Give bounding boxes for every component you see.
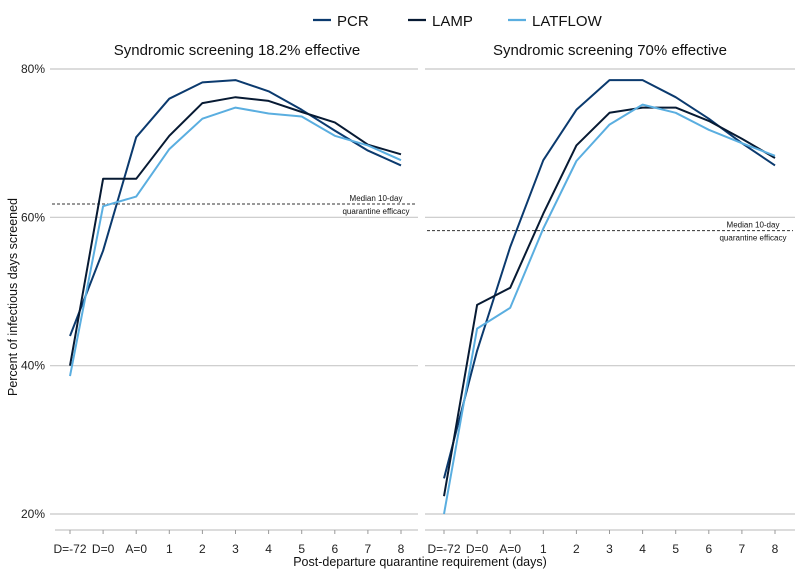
- median-label-line2: quarantine efficacy: [719, 234, 786, 243]
- x-tick-label: D=-72: [427, 542, 460, 556]
- panel-2: D=-72 D=0 A=0 1 2 3 4 5 6 7 8 Syndromic screening 7…: [425, 42, 795, 556]
- y-axis-title: Percent of infectious days screened: [6, 198, 20, 396]
- x-tick-label: 6: [331, 542, 338, 556]
- legend: PCR LAMP LATFLOW: [313, 13, 603, 30]
- y-tick-label: 60%: [21, 210, 45, 224]
- x-tick-label: 3: [232, 542, 239, 556]
- x-tick-label: 4: [265, 542, 272, 556]
- series-line-pcr: [443, 79, 776, 479]
- x-tick-label: 2: [573, 542, 580, 556]
- x-tick-label: D=0: [466, 542, 489, 556]
- x-tick-label: 1: [540, 542, 547, 556]
- x-axis-title: Post-departure quarantine requirement (d…: [293, 555, 547, 569]
- series-line-lamp: [69, 96, 402, 366]
- series-line-pcr: [69, 79, 402, 337]
- panel-title: Syndromic screening 18.2% effective: [114, 42, 361, 59]
- x-tick-label: A=0: [125, 542, 147, 556]
- x-tick-label: 4: [639, 542, 646, 556]
- x-tick-label: 5: [672, 542, 679, 556]
- x-tick-label: 8: [772, 542, 779, 556]
- x-tick-label: 7: [739, 542, 746, 556]
- legend-label-latflow: LATFLOW: [532, 13, 603, 30]
- panel-1: 20% 40% 60% 80% D=-72 D=0 A=0 1 2 3 4 5 6 7 8 Syndromic…: [21, 42, 418, 556]
- x-tick-label: 7: [365, 542, 372, 556]
- y-tick-label: 80%: [21, 62, 45, 76]
- median-label-line2: quarantine efficacy: [342, 207, 409, 216]
- legend-label-pcr: PCR: [337, 13, 369, 30]
- x-tick-label: 3: [606, 542, 613, 556]
- y-tick-label: 20%: [21, 507, 45, 521]
- y-tick-label: 40%: [21, 359, 45, 373]
- legend-label-lamp: LAMP: [432, 13, 473, 30]
- x-tick-label: D=0: [92, 542, 115, 556]
- series-line-latflow: [443, 103, 776, 515]
- x-tick-label: D=-72: [53, 542, 86, 556]
- median-label-line1: Median 10-day: [727, 221, 780, 230]
- chart-panels: 20% 40% 60% 80% D=-72 D=0 A=0 1 2 3 4 5 6 7 8 Syndromic…: [21, 42, 795, 556]
- x-tick-label: 1: [166, 542, 173, 556]
- median-label-line1: Median 10-day: [350, 194, 403, 203]
- series-line-lamp: [443, 106, 776, 497]
- panel-title: Syndromic screening 70% effective: [493, 42, 727, 59]
- series-line-latflow: [69, 106, 402, 377]
- x-tick-label: 5: [298, 542, 305, 556]
- x-tick-label: A=0: [499, 542, 521, 556]
- x-tick-label: 8: [398, 542, 405, 556]
- x-tick-label: 6: [705, 542, 712, 556]
- x-tick-label: 2: [199, 542, 206, 556]
